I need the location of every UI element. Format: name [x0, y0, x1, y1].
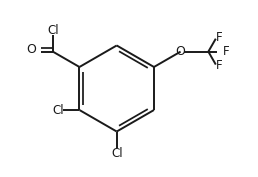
Text: Cl: Cl	[47, 24, 59, 36]
Text: F: F	[216, 31, 222, 44]
Text: O: O	[27, 43, 36, 56]
Text: Cl: Cl	[52, 104, 64, 116]
Text: O: O	[176, 45, 186, 58]
Text: F: F	[223, 45, 230, 58]
Text: F: F	[216, 59, 222, 72]
Text: Cl: Cl	[111, 147, 123, 160]
